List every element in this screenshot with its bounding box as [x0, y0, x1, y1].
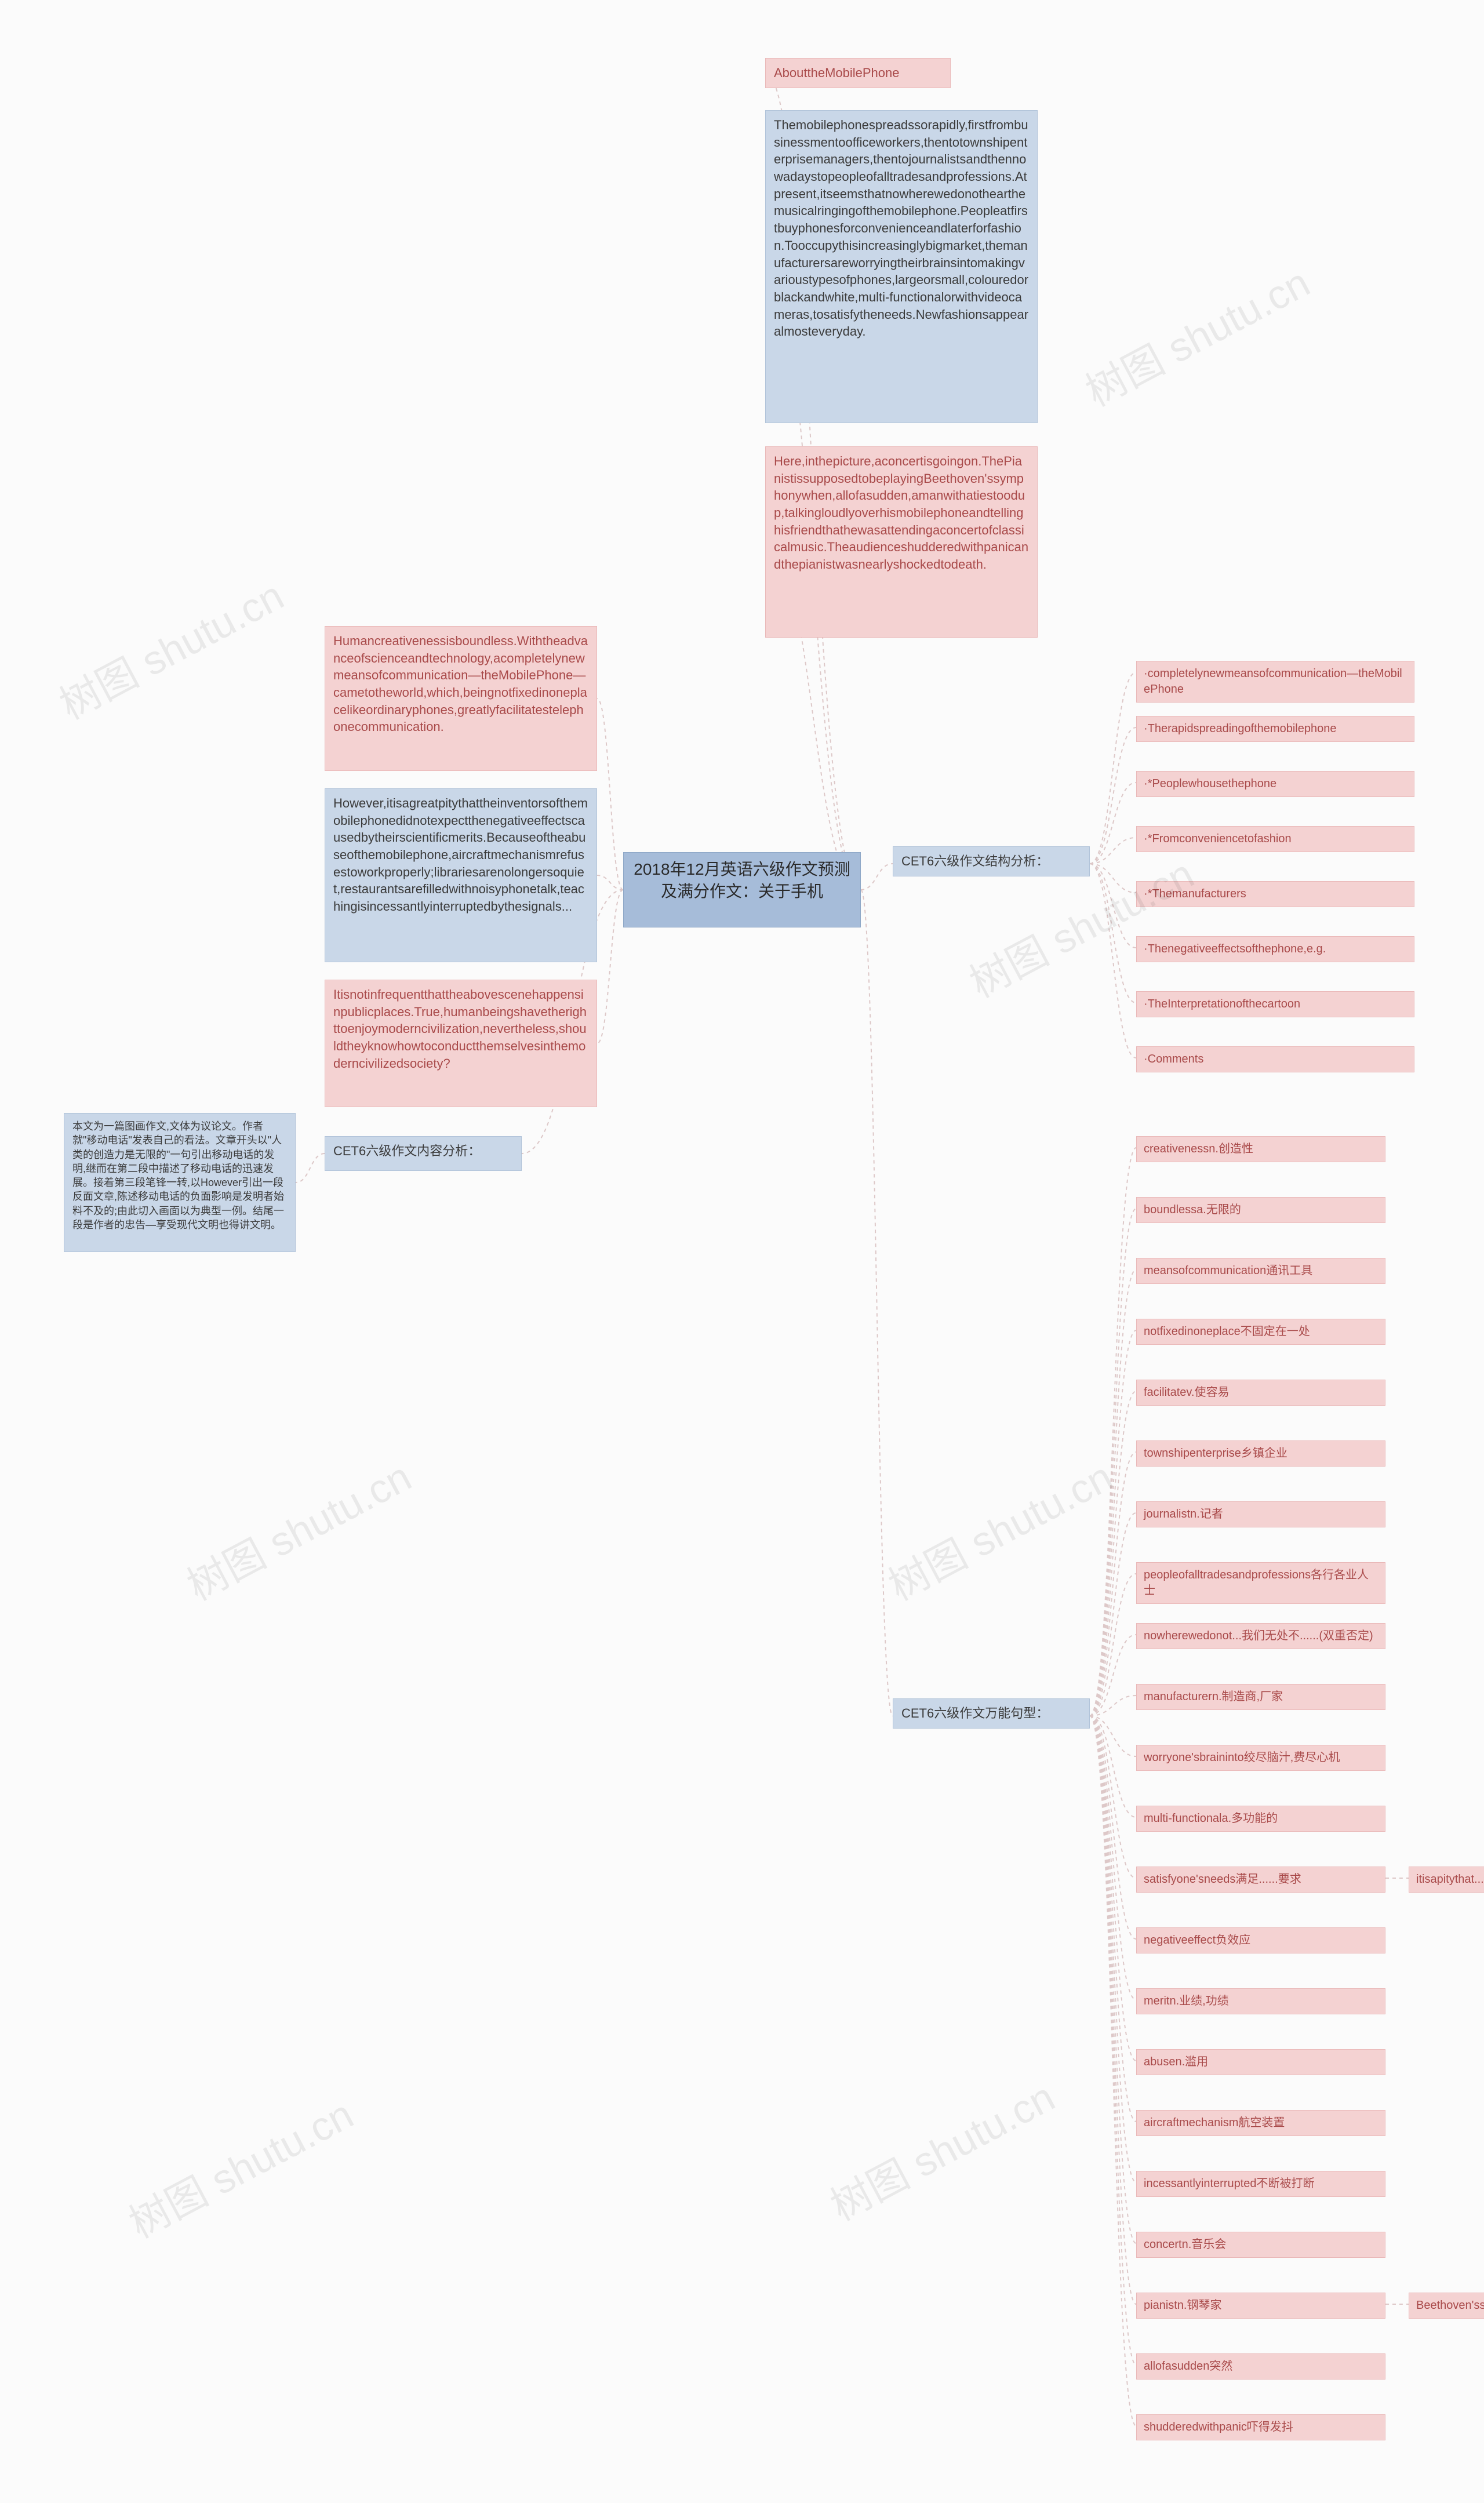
watermark: 树图 shutu.cn	[118, 2083, 362, 2250]
l4a: 本文为一篇图画作文,文体为议论文。作者就"移动电话"发表自己的看法。文章开头以"…	[64, 1113, 296, 1252]
watermark: 树图 shutu.cn	[877, 1445, 1122, 1612]
sentence-item-19: pianistn.钢琴家	[1136, 2293, 1385, 2319]
structure-item-1: ·Therapidspreadingofthemobilephone	[1136, 716, 1414, 742]
sentence-item-4: facilitatev.使容易	[1136, 1380, 1385, 1406]
watermark: 树图 shutu.cn	[176, 1445, 420, 1612]
center-node: 2018年12月英语六级作文预测及满分作文：关于手机	[623, 852, 861, 927]
structure-item-6: ·TheInterpretationofthecartoon	[1136, 991, 1414, 1017]
structure-item-0: ·completelynewmeansofcommunication—theMo…	[1136, 661, 1414, 703]
sentence-item-2: meansofcommunication通讯工具	[1136, 1258, 1385, 1284]
sentence-item-20: allofasudden突然	[1136, 2353, 1385, 2380]
sentence-item-8: nowherewedonot...我们无处不......(双重否定)	[1136, 1623, 1385, 1649]
sentence-item-14: meritn.业绩,功绩	[1136, 1988, 1385, 2014]
sentence-item-6: journalistn.记者	[1136, 1501, 1385, 1527]
structure-item-2: ·*Peoplewhousethephone	[1136, 771, 1414, 797]
sentence-item-3: notfixedinoneplace不固定在一处	[1136, 1319, 1385, 1345]
r3: Here,inthepicture,aconcertisgoingon.TheP…	[765, 446, 1038, 638]
sentence-item-10: worryone'sbraininto绞尽脑汁,费尽心机	[1136, 1745, 1385, 1771]
r2: Themobilephonespreadssorapidly,firstfrom…	[765, 110, 1038, 423]
sentence-item-16: aircraftmechanism航空装置	[1136, 2110, 1385, 2136]
r1: AbouttheMobilePhone	[765, 58, 951, 88]
sentence-item-7: peopleofalltradesandprofessions各行各业人士	[1136, 1562, 1385, 1604]
structure-analysis-label: CET6六级作文结构分析：	[893, 846, 1090, 876]
sentence-item-13: negativeeffect负效应	[1136, 1927, 1385, 1953]
sentence-item-9: manufacturern.制造商,厂家	[1136, 1684, 1385, 1710]
watermark: 树图 shutu.cn	[48, 564, 293, 731]
sentence-item-11: multi-functionala.多功能的	[1136, 1806, 1385, 1832]
sentence-item-17: incessantlyinterrupted不断被打断	[1136, 2171, 1385, 2197]
sentence-item-1: boundlessa.无限的	[1136, 1197, 1385, 1223]
sentence-item-19-extra: Beethoven'ssymphony贝多芬交响乐	[1409, 2293, 1484, 2319]
sentence-item-0: creativenessn.创造性	[1136, 1136, 1385, 1162]
structure-item-7: ·Comments	[1136, 1046, 1414, 1072]
sentence-item-15: abusen.滥用	[1136, 2049, 1385, 2075]
sentence-item-12: satisfyone'sneeds满足......要求	[1136, 1867, 1385, 1893]
structure-item-5: ·Thenegativeeffectsofthephone,e.g.	[1136, 936, 1414, 962]
sentence-item-18: concertn.音乐会	[1136, 2232, 1385, 2258]
watermark: 树图 shutu.cn	[1074, 251, 1319, 418]
sentence-item-21: shudderedwithpanic吓得发抖	[1136, 2414, 1385, 2440]
l1: Humancreativenessisboundless.Withtheadva…	[325, 626, 597, 771]
sentence-item-5: townshipenterprise乡镇企业	[1136, 1440, 1385, 1467]
l4: CET6六级作文内容分析：	[325, 1136, 522, 1171]
l2: However,itisagreatpitythattheinventorsof…	[325, 788, 597, 962]
sentence-item-12-extra: itisapitythat...遗憾的是......	[1409, 1867, 1484, 1893]
sentence-patterns-label: CET6六级作文万能句型：	[893, 1698, 1090, 1729]
watermark: 树图 shutu.cn	[819, 2065, 1064, 2232]
l3: Itisnotinfrequentthattheabovescenehappen…	[325, 980, 597, 1107]
